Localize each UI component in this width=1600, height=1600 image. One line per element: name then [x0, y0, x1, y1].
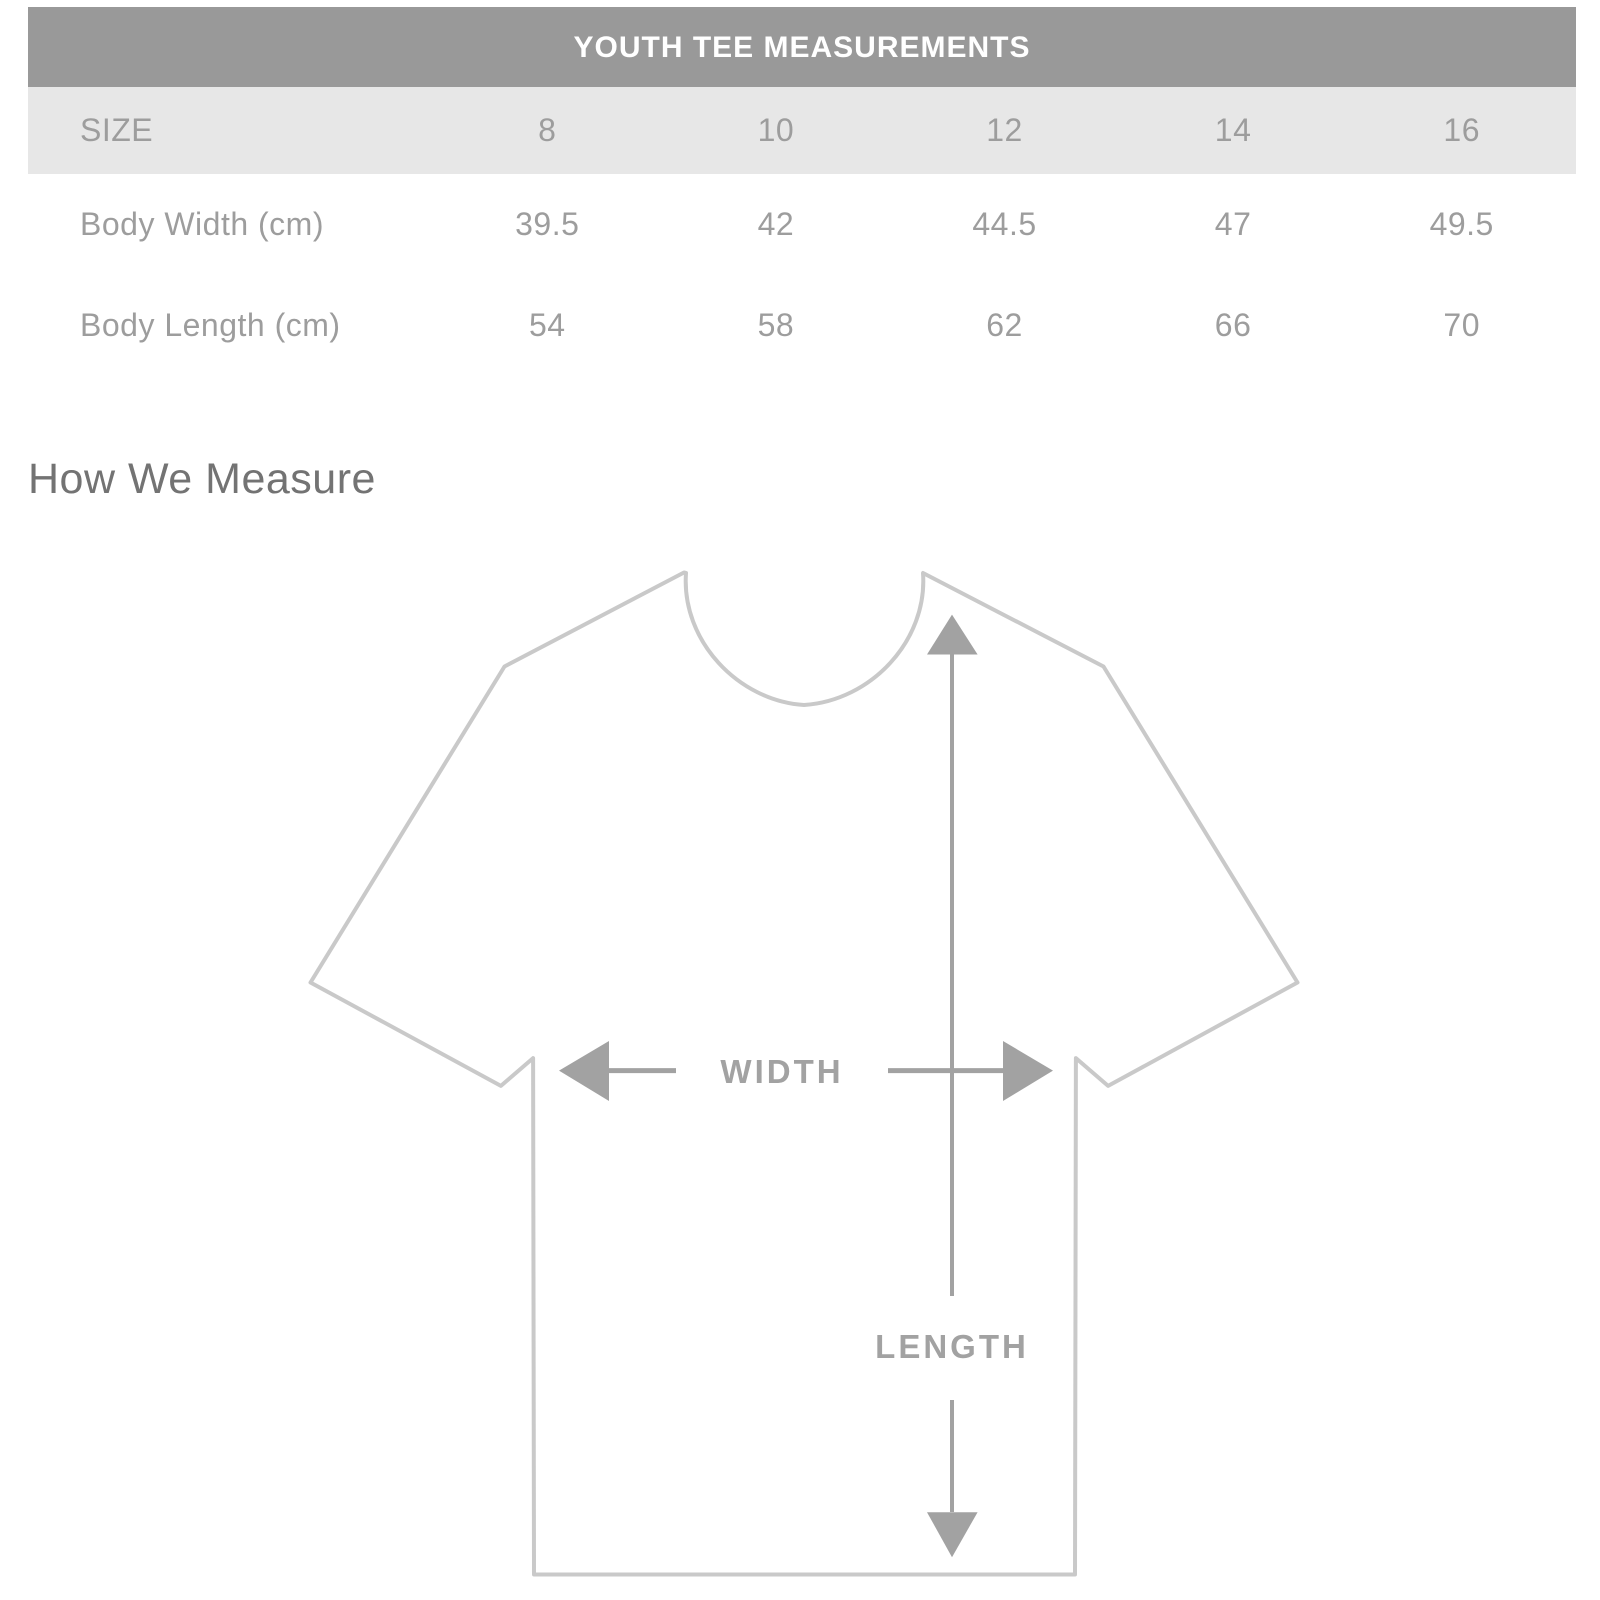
svg-text:LENGTH: LENGTH: [875, 1328, 1029, 1365]
svg-text:WIDTH: WIDTH: [720, 1053, 843, 1090]
